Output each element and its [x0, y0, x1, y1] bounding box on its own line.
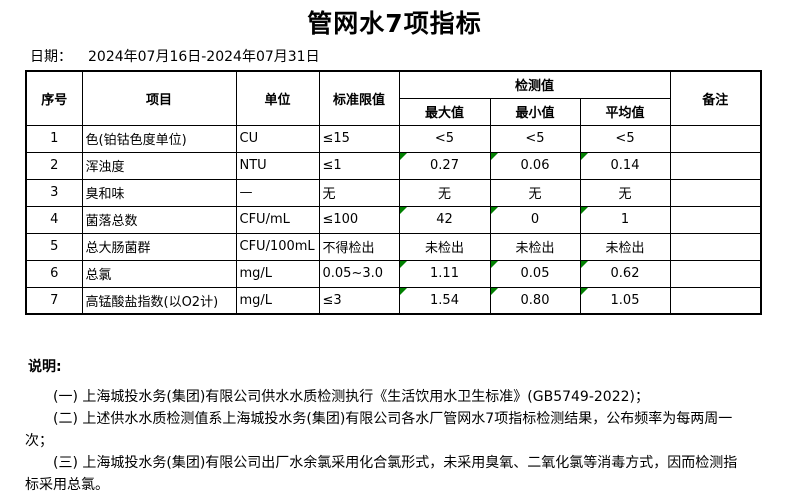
cell-min: 0.05 [489, 259, 581, 288]
cell-limit: ≤1 [318, 151, 400, 180]
cell-max: 1.11 [398, 259, 491, 288]
cell-max: 未检出 [398, 232, 491, 261]
cell-remark [669, 232, 762, 261]
note-paragraph: (二) 上述供水水质检测值系上海城投水务(集团)有限公司各水厂管网水7项指标检测… [25, 411, 733, 449]
cell-unit: NTU [235, 151, 320, 180]
table-row: 2 浑浊度 NTU ≤1 0.27 0.06 0.14 [25, 151, 762, 180]
notes-label: 说明: [28, 359, 62, 375]
col-header-detection: 检测值 [398, 70, 671, 99]
date-value: 2024年07月16日-2024年07月31日 [88, 49, 320, 65]
cell-remark [669, 259, 762, 288]
cell-unit: mg/L [235, 286, 320, 315]
col-header-unit: 单位 [235, 70, 320, 126]
cell-unit: — [235, 178, 320, 207]
table-row: 5 总大肠菌群 CFU/100mL 不得检出 未检出 未检出 未检出 [25, 232, 762, 261]
cell-avg: 0.14 [579, 151, 671, 180]
cell-avg: 未检出 [579, 232, 671, 261]
cell-item: 色(铂钴色度单位) [81, 124, 237, 153]
cell-max: 无 [398, 178, 491, 207]
cell-item: 浑浊度 [81, 151, 237, 180]
cell-remark [669, 178, 762, 207]
cell-index: 2 [25, 151, 83, 180]
cell-item: 高锰酸盐指数(以O2计) [81, 286, 237, 315]
note-paragraph: (三) 上海城投水务(集团)有限公司出厂水余氯采用化合氯形式，未采用臭氧、二氧化… [25, 455, 738, 493]
cell-limit: 无 [318, 178, 400, 207]
cell-unit: CFU/mL [235, 205, 320, 234]
cell-avg: 1 [579, 205, 671, 234]
col-header-limit: 标准限值 [318, 70, 400, 126]
cell-min: 0.06 [489, 151, 581, 180]
cell-item: 菌落总数 [81, 205, 237, 234]
cell-min: <5 [489, 124, 581, 153]
date-line: 日期： 2024年07月16日-2024年07月31日 [30, 46, 320, 66]
cell-max: <5 [398, 124, 491, 153]
cell-max: 1.54 [398, 286, 491, 315]
page-title: 管网水7项指标 [307, 9, 482, 38]
cell-min: 0 [489, 205, 581, 234]
cell-unit: CU [235, 124, 320, 153]
cell-max: 0.27 [398, 151, 491, 180]
table-row: 1 色(铂钴色度单位) CU ≤15 <5 <5 <5 [25, 124, 762, 153]
table-row: 6 总氯 mg/L 0.05~3.0 1.11 0.05 0.62 [25, 259, 762, 288]
col-header-min: 最小值 [489, 97, 581, 126]
cell-remark [669, 151, 762, 180]
cell-min: 未检出 [489, 232, 581, 261]
cell-min: 0.80 [489, 286, 581, 315]
cell-limit: ≤15 [318, 124, 400, 153]
cell-unit: CFU/100mL [235, 232, 320, 261]
cell-avg: 1.05 [579, 286, 671, 315]
cell-remark [669, 205, 762, 234]
report-table: 序号 项目 单位 标准限值 检测值 备注 最大值 最小值 平均值 1 色(铂钴色… [25, 70, 763, 315]
col-header-item: 项目 [81, 70, 237, 126]
cell-avg: <5 [579, 124, 671, 153]
cell-remark [669, 124, 762, 153]
cell-max: 42 [398, 205, 491, 234]
cell-index: 5 [25, 232, 83, 261]
table-row: 4 菌落总数 CFU/mL ≤100 42 0 1 [25, 205, 762, 234]
col-header-remark: 备注 [669, 70, 762, 126]
notes-section: (一) 上海城投水务(集团)有限公司供水水质检测执行《生活饮用水卫生标准》(GB… [25, 386, 739, 496]
cell-item: 总氯 [81, 259, 237, 288]
cell-item: 总大肠菌群 [81, 232, 237, 261]
cell-avg: 0.62 [579, 259, 671, 288]
cell-index: 3 [25, 178, 83, 207]
cell-limit: 0.05~3.0 [318, 259, 400, 288]
cell-index: 1 [25, 124, 83, 153]
cell-index: 7 [25, 286, 83, 315]
header-row-sub: 最大值 最小值 平均值 [26, 97, 761, 126]
col-header-avg: 平均值 [579, 97, 671, 126]
note-paragraph: (一) 上海城投水务(集团)有限公司供水水质检测执行《生活饮用水卫生标准》(GB… [53, 389, 649, 405]
col-header-index: 序号 [25, 70, 83, 126]
header-row-top: 序号 项目 单位 标准限值 检测值 备注 [25, 70, 762, 126]
col-header-max: 最大值 [398, 97, 491, 126]
date-label: 日期： [30, 49, 72, 65]
table-row: 3 臭和味 — 无 无 无 无 [25, 178, 762, 207]
cell-unit: mg/L [235, 259, 320, 288]
table-row: 7 高锰酸盐指数(以O2计) mg/L ≤3 1.54 0.80 1.05 [25, 286, 762, 315]
cell-limit: 不得检出 [318, 232, 400, 261]
cell-index: 6 [25, 259, 83, 288]
cell-limit: ≤100 [318, 205, 400, 234]
cell-avg: 无 [579, 178, 671, 207]
cell-index: 4 [25, 205, 83, 234]
cell-limit: ≤3 [318, 286, 400, 315]
cell-remark [669, 286, 762, 315]
cell-item: 臭和味 [81, 178, 237, 207]
cell-min: 无 [489, 178, 581, 207]
